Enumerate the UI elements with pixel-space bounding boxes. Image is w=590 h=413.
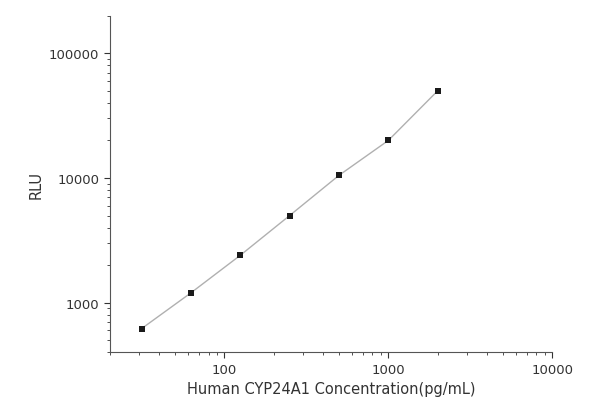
X-axis label: Human CYP24A1 Concentration(pg/mL): Human CYP24A1 Concentration(pg/mL) [187,382,476,396]
Point [384,138,393,145]
Point [335,173,344,179]
Point [285,213,294,219]
Point [235,252,245,259]
Point [186,290,196,297]
Y-axis label: RLU: RLU [28,171,44,199]
Point [137,325,146,332]
Point [433,88,442,95]
